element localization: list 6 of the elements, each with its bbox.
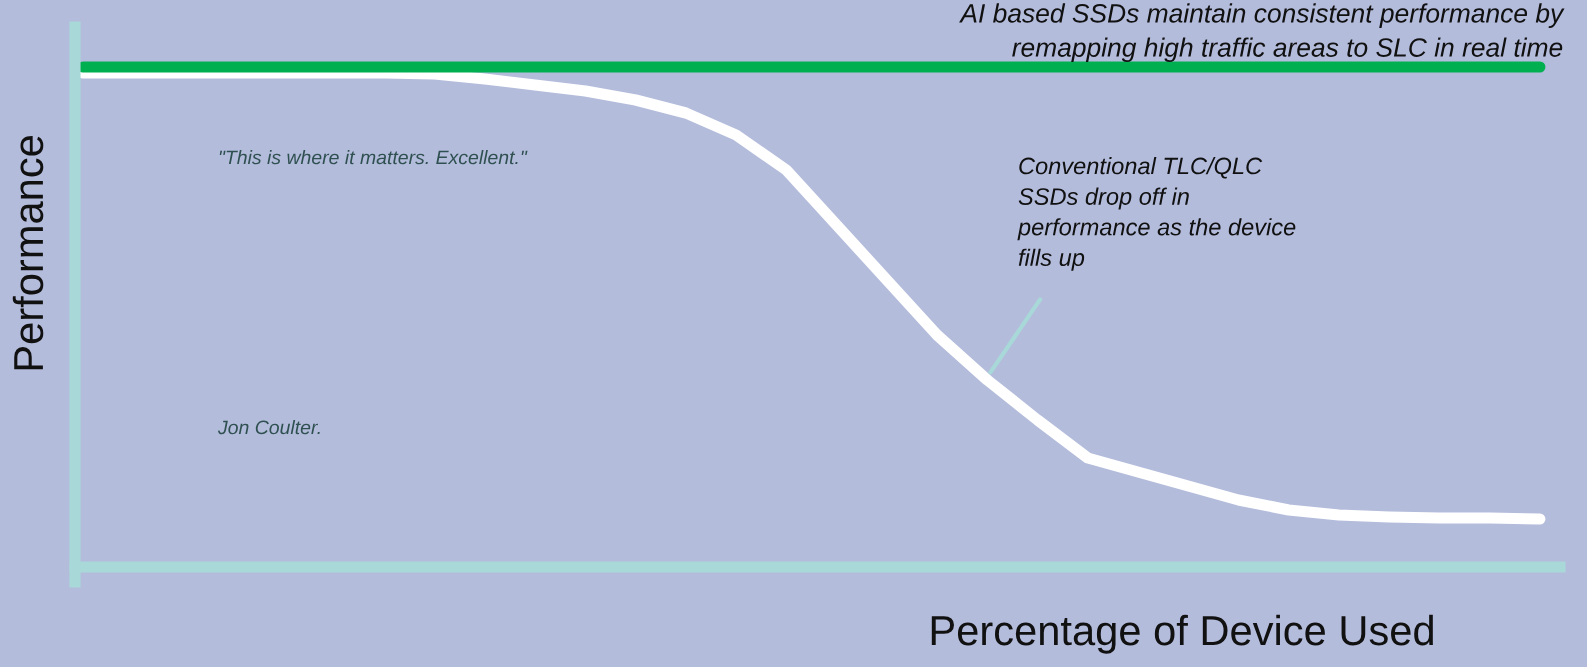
x-axis-title: Percentage of Device Used	[931, 614, 1433, 654]
annotation: Conventional TLC/QLC SSDs drop off in performance as the device fills up	[1017, 157, 1296, 271]
y-axis-title: Performance	[12, 136, 44, 370]
text: AI based SSDs maintain consistent performance by remapping high traffic areas to SLC in real time	[959, 3, 1565, 63]
annotation: Jon Coulter.	[217, 420, 320, 435]
annotation: "This is where it matters. Excellent."	[219, 150, 528, 165]
